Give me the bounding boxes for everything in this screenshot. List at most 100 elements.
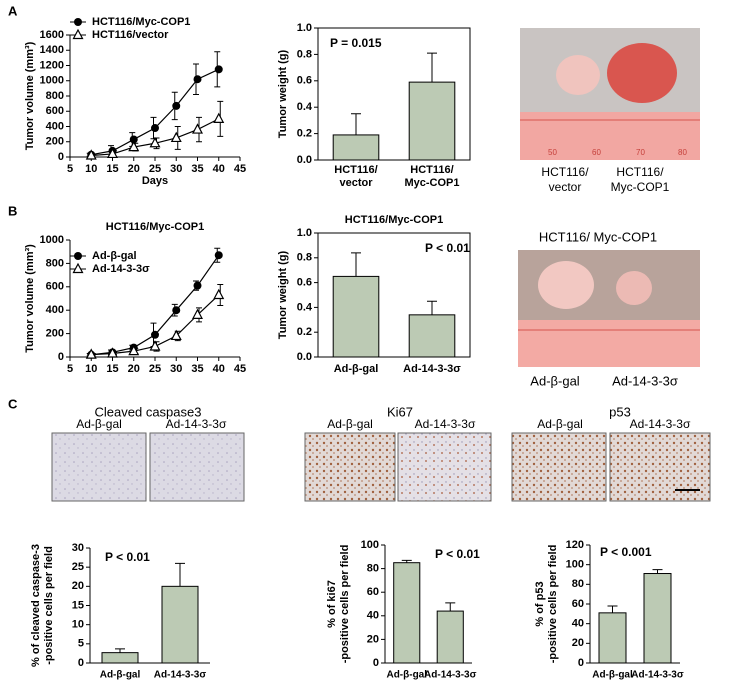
y-tick-label: 1000 [40, 234, 64, 246]
y-tick-label: 200 [46, 136, 64, 148]
x-tick-label: 45 [234, 363, 246, 375]
annotation: P < 0.001 [600, 545, 652, 559]
point [170, 329, 182, 341]
y-axis-label: % of p53 [534, 581, 546, 626]
x-tick-label: 25 [149, 163, 161, 175]
error-bar [652, 569, 663, 574]
panel-label: B [8, 203, 17, 218]
y-tick-label: 1600 [40, 29, 64, 41]
point [214, 251, 223, 260]
point [85, 149, 97, 160]
y-tick-label: 0.8 [297, 252, 312, 264]
photo-label: Ad-β-gal [530, 373, 579, 388]
y-tick-label: 0 [58, 351, 64, 363]
error-bar [607, 605, 618, 613]
error-bar [427, 300, 437, 315]
x-tick-label: 5 [67, 163, 73, 175]
y-axis-label: Tumor weight (g) [277, 49, 289, 138]
annotation: P < 0.01 [425, 241, 470, 255]
ihc-title: Ki67 [387, 404, 413, 419]
x-tick-label: HCT116/ Myc-COP1 [404, 164, 460, 189]
y-axis-label: % of ki67 [326, 580, 338, 628]
y-axis-label: -positive cells per field [43, 546, 55, 665]
x-tick-label: 40 [213, 163, 225, 175]
error-bar [351, 252, 361, 277]
bar [408, 314, 456, 358]
x-tick-label: 15 [106, 163, 118, 175]
y-tick-label: 100 [566, 559, 584, 571]
ihc-image [397, 432, 492, 502]
y-tick-label: 0.4 [297, 301, 313, 313]
point [151, 330, 159, 339]
point [107, 147, 118, 159]
x-tick-label: Ad-β-gal [334, 363, 379, 375]
ruler-label: 60 [592, 148, 601, 157]
y-tick-label: 25 [72, 561, 84, 573]
x-tick-label: Ad-β-gal [592, 670, 633, 681]
x-tick-label-box: HCT116/ vector [334, 164, 378, 189]
error-bar [351, 113, 361, 135]
point [193, 75, 202, 84]
x-tick-label-box: HCT116/ Myc-COP1 [404, 164, 460, 189]
y-tick-label: 100 [361, 539, 379, 551]
bar [332, 134, 380, 161]
chart-title: HCT116/Myc-COP1 [345, 214, 443, 226]
y-tick-label: 0 [58, 151, 64, 163]
annotation: P < 0.01 [435, 547, 480, 561]
error-bar [175, 562, 185, 587]
y-tick-label: 0.0 [297, 351, 312, 363]
x-tick-label: 35 [191, 163, 203, 175]
y-tick-label: 0.8 [297, 48, 312, 60]
y-tick-label: 1400 [40, 44, 64, 56]
x-tick-label: HCT116/ vector [334, 164, 378, 189]
x-tick-label: Ad-14-3-3σ [631, 670, 684, 681]
y-tick-label: 40 [367, 610, 379, 622]
point [129, 135, 138, 144]
ihc-label: Ad-14-3-3σ [630, 417, 691, 431]
y-tick-label: 600 [46, 281, 64, 293]
y-axis-label: -positive cells per field [547, 545, 559, 664]
x-tick-label: 20 [128, 163, 140, 175]
x-tick-label: Ad-β-gal [100, 670, 141, 681]
point [151, 124, 159, 133]
annotation: P = 0.015 [330, 36, 382, 50]
plot-frame [317, 232, 471, 358]
x-tick-label: 20 [128, 363, 140, 375]
point [214, 65, 223, 74]
y-tick-label: 1000 [40, 75, 64, 87]
ihc-image [149, 432, 245, 502]
ihc-title: Cleaved caspase3 [95, 404, 202, 419]
bar [436, 610, 464, 664]
point [128, 344, 140, 356]
point [172, 306, 181, 315]
x-axis-label: Days [142, 175, 168, 187]
bar [393, 562, 421, 664]
y-tick-label: 20 [572, 637, 584, 649]
tumor-photo [518, 250, 700, 367]
x-tick-label: 10 [85, 163, 97, 175]
point [149, 136, 161, 148]
bar [643, 573, 672, 664]
annotation: P < 0.01 [105, 550, 150, 564]
legend-marker [72, 262, 84, 274]
y-tick-label: 60 [572, 598, 584, 610]
bar [598, 612, 627, 664]
y-tick-label: 0.0 [297, 154, 312, 166]
y-tick-label: 80 [367, 563, 379, 575]
point [85, 348, 97, 359]
point [172, 101, 181, 110]
point [193, 281, 202, 290]
bar [332, 275, 380, 358]
ihc-label: Ad-14-3-3σ [166, 417, 227, 431]
y-tick-label: 0.2 [297, 326, 312, 338]
tumor-photo [520, 28, 700, 160]
ihc-label: Ad-14-3-3σ [415, 417, 476, 431]
ihc-label: Ad-β-gal [327, 417, 373, 431]
photo-label: HCT116/ vector [541, 165, 589, 194]
y-tick-label: 30 [72, 542, 84, 554]
x-tick-label: Ad-14-3-3σ [424, 670, 477, 681]
point [128, 140, 140, 152]
y-tick-label: 40 [572, 618, 584, 630]
y-tick-label: 10 [72, 619, 84, 631]
x-tick-label: 25 [149, 363, 161, 375]
